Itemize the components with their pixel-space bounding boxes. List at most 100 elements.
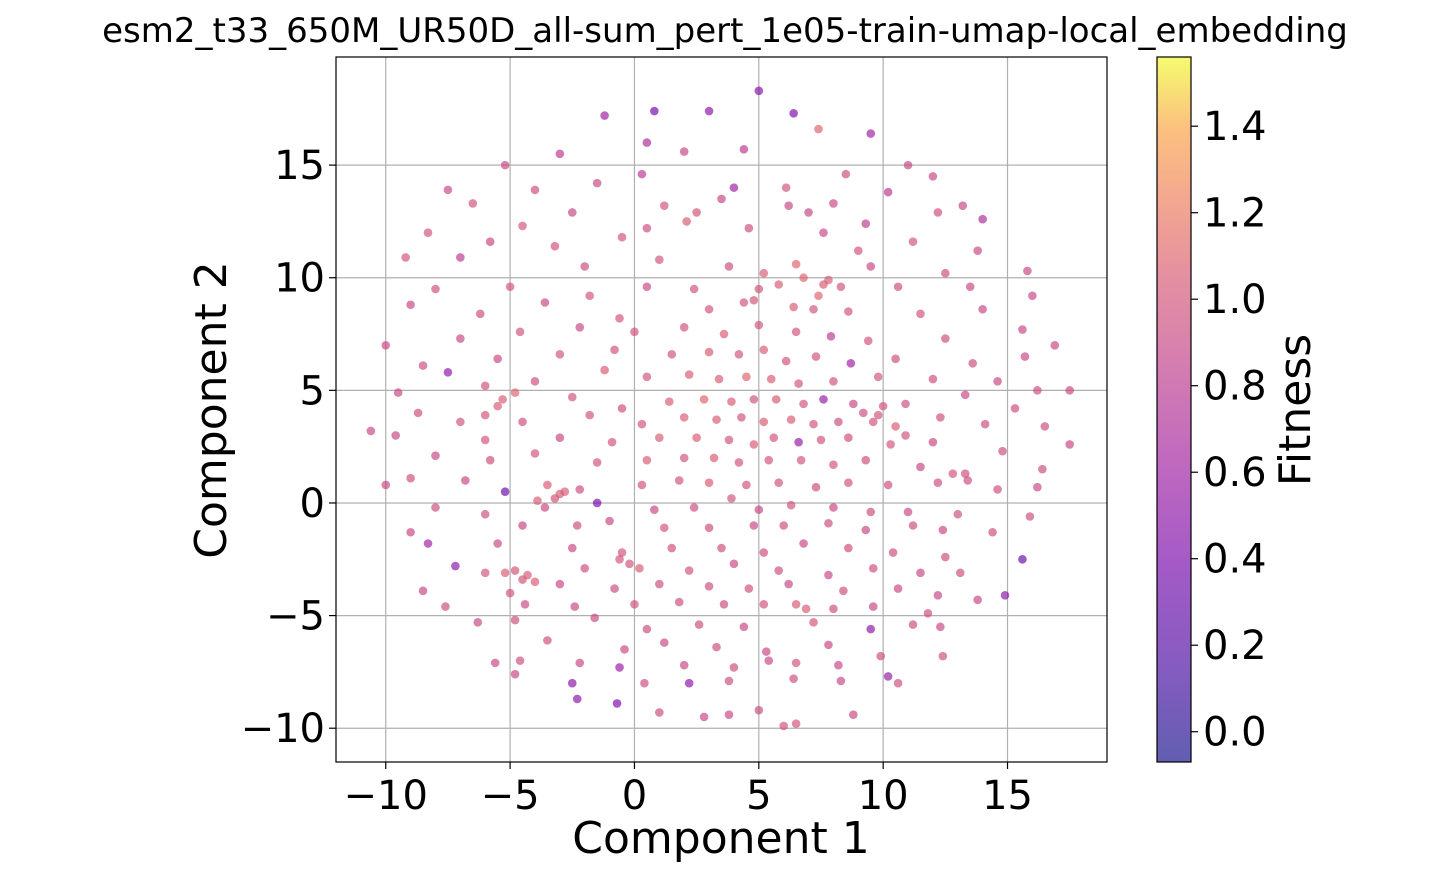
scatter-point — [801, 604, 811, 614]
scatter-point — [717, 543, 726, 553]
colorbar-tick-label: 0.0 — [1203, 710, 1267, 756]
scatter-point — [461, 476, 470, 485]
scatter-point — [1040, 422, 1050, 431]
scatter-point — [965, 282, 975, 292]
scatter-point — [868, 602, 878, 611]
scatter-point — [667, 543, 677, 553]
scatter-point — [791, 327, 801, 337]
scatter-point — [883, 672, 893, 681]
scatter-point — [1033, 386, 1042, 395]
scatter-point — [734, 458, 744, 467]
scatter-point — [543, 480, 552, 490]
scatter-point — [824, 640, 833, 650]
scatter-point — [744, 584, 754, 593]
scatter-point — [406, 300, 415, 310]
scatter-point — [366, 426, 376, 436]
scatter-point — [642, 282, 652, 292]
scatter-point — [655, 255, 664, 265]
y-tick-label: −5 — [266, 594, 325, 640]
colorbar-tick-label: 0.6 — [1203, 450, 1267, 496]
scatter-point — [431, 451, 440, 460]
scatter-point — [480, 410, 490, 420]
scatter-point — [704, 478, 714, 488]
scatter-point — [766, 374, 776, 384]
scatter-point — [973, 246, 982, 256]
scatter-point — [814, 124, 823, 134]
scatter-point — [637, 169, 647, 179]
scatter-point — [659, 523, 669, 533]
scatter-point — [518, 521, 527, 530]
scatter-point — [861, 455, 871, 465]
scatter-point — [684, 566, 694, 575]
scatter-point — [1020, 352, 1030, 361]
scatter-point — [941, 552, 950, 562]
scatter-point — [679, 660, 689, 670]
scatter-point — [475, 309, 485, 319]
x-tick-label: 0 — [622, 773, 647, 819]
scatter-point — [423, 539, 433, 548]
scatter-point — [692, 208, 701, 217]
scatter-point — [510, 615, 520, 625]
scatter-point — [704, 582, 714, 591]
scatter-point — [699, 395, 709, 404]
scatter-point — [567, 392, 577, 402]
colorbar-tick-label: 0.2 — [1203, 623, 1267, 669]
scatter-point — [841, 169, 851, 179]
scatter-point — [617, 548, 627, 557]
scatter-point — [866, 624, 876, 634]
scatter-point — [809, 304, 818, 314]
scatter-point — [799, 399, 808, 409]
scatter-point — [413, 408, 423, 418]
scatter-point — [729, 183, 739, 192]
scatter-point — [814, 291, 823, 301]
scatter-point — [575, 485, 585, 494]
scatter-point — [744, 223, 754, 233]
scatter-point — [863, 336, 873, 346]
scatter-point — [953, 509, 963, 519]
scatter-point — [804, 208, 813, 217]
scatter-point — [418, 361, 428, 370]
scatter-point — [570, 602, 580, 611]
scatter-point — [791, 259, 801, 269]
scatter-point — [724, 710, 734, 719]
scatter-point — [829, 604, 838, 614]
scatter-point — [886, 440, 895, 449]
scatter-point — [640, 678, 649, 688]
scatter-point — [635, 563, 644, 573]
colorbar-frame — [1156, 56, 1192, 763]
scatter-point — [771, 395, 781, 404]
scatter-point — [615, 663, 624, 672]
scatter-point — [704, 523, 714, 533]
scatter-point — [625, 559, 634, 569]
scatter-point — [600, 111, 609, 120]
scatter-point — [923, 609, 933, 618]
x-axis-ticks: −10 −5 0 5 10 15 — [344, 762, 1033, 819]
scatter-point — [893, 584, 903, 593]
scatter-point — [883, 187, 893, 197]
scatter-point — [679, 322, 689, 332]
scatter-point — [727, 397, 736, 406]
scatter-point — [451, 561, 460, 571]
y-tick-label: −10 — [241, 706, 325, 752]
scatter-point — [704, 106, 714, 116]
scatter-point — [781, 183, 791, 192]
scatter-point — [789, 109, 798, 118]
plot-frame — [335, 56, 1108, 763]
scatter-point — [655, 433, 664, 442]
scatter-point — [510, 669, 520, 679]
scatter-point — [679, 453, 689, 463]
scatter-point — [824, 570, 833, 580]
scatter-point — [933, 478, 943, 488]
scatter-point — [941, 334, 950, 343]
scatter-point — [849, 399, 858, 409]
scatter-point — [637, 480, 647, 490]
scatter-point — [789, 674, 798, 683]
scatter-point — [933, 208, 943, 217]
scatter-point — [605, 516, 614, 526]
scatter-point — [958, 201, 968, 210]
scatter-point — [667, 350, 677, 359]
scatter-point — [617, 232, 627, 242]
scatter-point — [533, 496, 542, 506]
scatter-point — [916, 462, 925, 472]
scatter-point — [774, 478, 784, 488]
